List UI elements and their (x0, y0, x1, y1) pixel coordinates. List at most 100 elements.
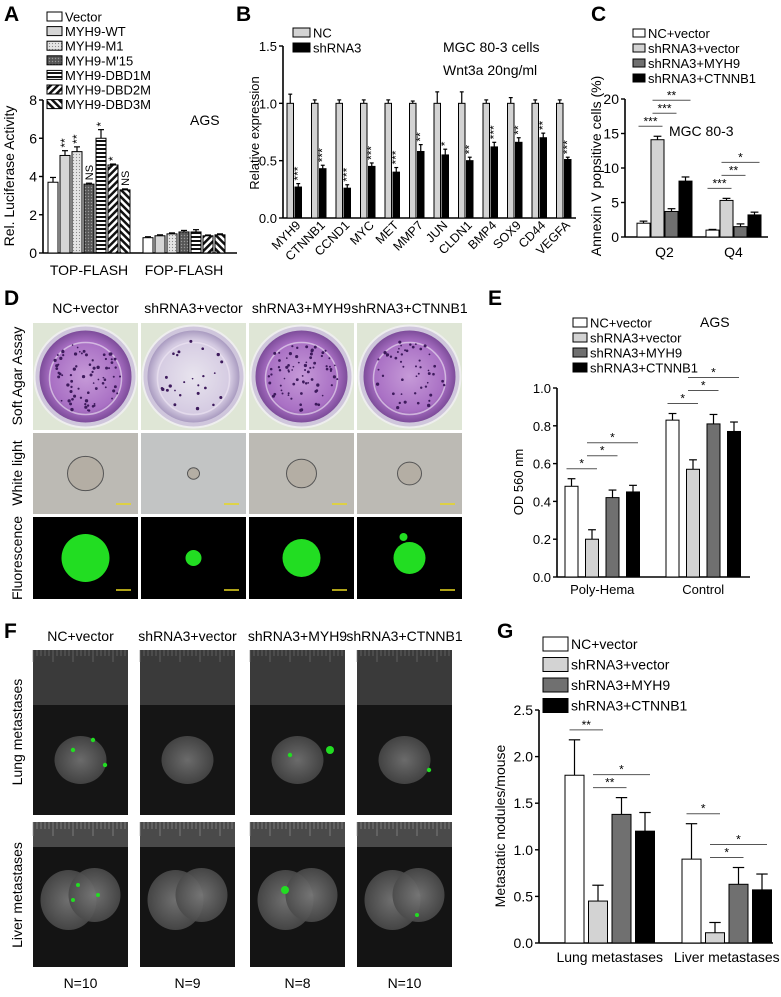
y-tick-label: 2.5 (514, 702, 534, 718)
bar-a-1-2 (166, 233, 178, 254)
cell-colony (286, 458, 317, 489)
legend-swatch (632, 28, 646, 38)
liver-metastases-image (249, 822, 345, 967)
significance-mark: *** (389, 150, 403, 164)
colony-dot (418, 359, 421, 362)
colony-dot (55, 367, 59, 370)
colony-dot (287, 392, 290, 395)
colony-dot (299, 403, 302, 406)
bar-a-0-2 (71, 151, 83, 254)
colony-dot (103, 378, 107, 381)
bar-g-1-2 (728, 883, 749, 944)
y-axis-label: OD 560 nm (511, 449, 526, 515)
colony-dot (409, 343, 412, 346)
legend-label: MYH9-M1 (65, 39, 124, 54)
soft-agar-well-image (33, 323, 138, 430)
colony-dot (112, 375, 115, 378)
colony-dot (287, 364, 290, 367)
legend-swatch (46, 99, 63, 110)
bar-a-0-6 (119, 189, 131, 254)
colony-dot (174, 389, 176, 392)
colony-dot (304, 382, 308, 385)
colony-dot (415, 375, 418, 378)
colony-dot (414, 365, 418, 368)
colony-dot (105, 366, 108, 370)
colony-dot (102, 353, 106, 357)
colony-dot (417, 372, 420, 375)
colony-dot (102, 376, 105, 379)
significance-label: * (701, 802, 706, 816)
legend-label: NC (313, 26, 332, 41)
colony-dot (110, 361, 114, 365)
significance-mark: ** (70, 134, 84, 144)
legend-label: MYH9-DBD2M (65, 83, 151, 98)
bar-c-1-1 (719, 199, 734, 238)
fluorescence-image (141, 517, 246, 599)
fluorescence-image (33, 517, 138, 599)
bar-c-0-2 (664, 210, 679, 238)
significance-label: * (724, 846, 729, 860)
x-tick-label: Poly-Hema (570, 582, 635, 597)
bar-b-3-1 (368, 165, 376, 219)
colony-dot (113, 385, 117, 389)
soft-agar-well-image (357, 323, 462, 430)
colony-dot (288, 352, 292, 356)
y-tick-label: 0.4 (533, 494, 551, 509)
bar-c-0-0 (636, 222, 651, 238)
significance-label: * (619, 763, 624, 777)
y-tick-label: 2 (29, 207, 37, 223)
legend-label: MYH9-DBD3M (65, 97, 151, 112)
colony-dot (176, 353, 179, 357)
colony-dot (69, 402, 73, 406)
colony-dot (295, 354, 299, 359)
bar-e-1-2 (706, 423, 721, 578)
lung-metastases-image (32, 650, 128, 815)
colony-dot (427, 369, 430, 372)
significance-label: * (610, 431, 615, 445)
bar-b-0-1 (294, 186, 302, 219)
lung-metastases-image (139, 650, 235, 815)
column-header: shRNA3+vector (138, 628, 237, 644)
colony-dot (219, 395, 223, 399)
colony-dot (283, 377, 286, 380)
colony-dot (309, 366, 312, 370)
colony-dot (213, 372, 216, 375)
y-tick-label: 0.5 (259, 154, 277, 169)
colony-dot (321, 394, 324, 397)
y-axis-label: Metastatic nodules/mouse (492, 744, 508, 907)
colony-dot (314, 402, 318, 406)
significance-mark: NS (84, 165, 96, 180)
y-tick-label: 0.0 (259, 211, 277, 226)
significance-label: ** (729, 163, 739, 177)
colony-dot (405, 349, 409, 353)
bar-b-4-1 (392, 171, 400, 219)
legend-swatch (46, 26, 63, 37)
white-light-image (141, 433, 246, 514)
significance-mark: *** (316, 148, 330, 162)
colony-dot (441, 379, 444, 383)
colony-dot (101, 381, 105, 385)
colony-dot (111, 397, 113, 400)
legend-swatch (632, 58, 646, 68)
bar-c-1-0 (705, 229, 720, 238)
significance-mark: *** (487, 125, 501, 139)
colony-dot (315, 389, 319, 392)
gfp-colony (393, 542, 426, 574)
colony-dot (96, 365, 100, 369)
colony-dot (89, 373, 93, 377)
x-tick-label: TOP-FLASH (50, 262, 128, 278)
colony-dot (70, 407, 74, 412)
colony-dot (86, 391, 90, 395)
colony-dot (428, 399, 431, 402)
cell-colony (67, 455, 104, 492)
colony-dot (432, 372, 435, 376)
colony-dot (80, 352, 83, 355)
y-tick-label: 0.2 (533, 532, 551, 547)
colony-dot (165, 388, 169, 392)
metastasis-nodule (71, 898, 75, 902)
colony-dot (104, 386, 107, 389)
colony-dot (375, 382, 380, 386)
legend-label: shRNA3+MYH9 (571, 677, 670, 693)
colony-dot (268, 381, 272, 385)
colony-dot (183, 381, 186, 384)
